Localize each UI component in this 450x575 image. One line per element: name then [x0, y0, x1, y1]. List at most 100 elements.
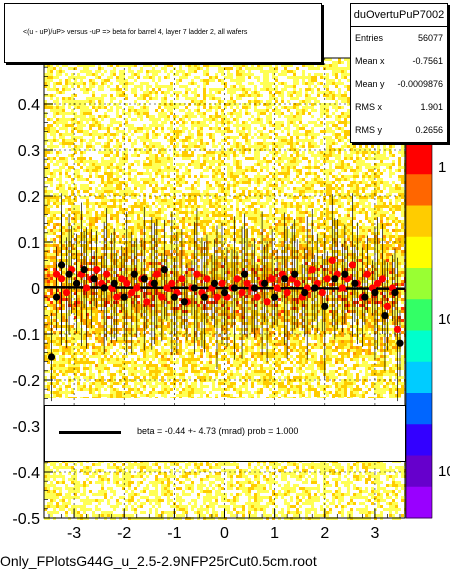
- histogram-cell: [161, 190, 164, 193]
- histogram-cell: [44, 172, 47, 175]
- histogram-cell: [98, 97, 101, 100]
- histogram-cell: [371, 184, 374, 187]
- histogram-cell: [284, 178, 287, 181]
- histogram-cell: [233, 187, 236, 190]
- histogram-cell: [227, 169, 230, 172]
- histogram-cell: [296, 214, 299, 217]
- histogram-cell: [326, 85, 329, 88]
- histogram-cell: [50, 97, 53, 100]
- histogram-cell: [302, 151, 305, 154]
- histogram-cell: [293, 124, 296, 127]
- histogram-cell: [152, 124, 155, 127]
- histogram-cell: [281, 169, 284, 172]
- histogram-cell: [233, 196, 236, 199]
- histogram-cell: [323, 184, 326, 187]
- histogram-cell: [149, 208, 152, 211]
- histogram-cell: [290, 76, 293, 79]
- histogram-cell: [89, 193, 92, 196]
- histogram-cell: [50, 106, 53, 109]
- histogram-cell: [71, 103, 74, 106]
- histogram-cell: [296, 133, 299, 136]
- histogram-cell: [230, 103, 233, 106]
- histogram-cell: [335, 103, 338, 106]
- histogram-cell: [329, 79, 332, 82]
- histogram-cell: [353, 214, 356, 217]
- histogram-cell: [314, 250, 317, 253]
- histogram-cell: [98, 151, 101, 154]
- histogram-cell: [260, 190, 263, 193]
- histogram-cell: [242, 73, 245, 76]
- histogram-cell: [110, 172, 113, 175]
- histogram-cell: [362, 229, 365, 232]
- histogram-cell: [308, 130, 311, 133]
- histogram-cell: [152, 187, 155, 190]
- histogram-cell: [272, 142, 275, 145]
- histogram-cell: [188, 193, 191, 196]
- histogram-cell: [182, 109, 185, 112]
- histogram-cell: [86, 64, 89, 67]
- histogram-cell: [158, 166, 161, 169]
- histogram-cell: [89, 112, 92, 115]
- histogram-cell: [104, 211, 107, 214]
- histogram-cell: [311, 64, 314, 67]
- histogram-cell: [314, 193, 317, 196]
- histogram-cell: [254, 67, 257, 70]
- histogram-cell: [134, 139, 137, 142]
- histogram-cell: [149, 142, 152, 145]
- histogram-cell: [227, 181, 230, 184]
- histogram-cell: [224, 121, 227, 124]
- histogram-cell: [224, 250, 227, 253]
- histogram-cell: [242, 79, 245, 82]
- histogram-cell: [350, 154, 353, 157]
- histogram-cell: [59, 142, 62, 145]
- histogram-cell: [359, 244, 362, 247]
- histogram-cell: [188, 133, 191, 136]
- histogram-cell: [296, 76, 299, 79]
- histogram-cell: [218, 226, 221, 229]
- histogram-cell: [320, 121, 323, 124]
- histogram-cell: [116, 130, 119, 133]
- histogram-cell: [50, 184, 53, 187]
- histogram-cell: [146, 70, 149, 73]
- histogram-cell: [161, 208, 164, 211]
- histogram-cell: [158, 112, 161, 115]
- histogram-cell: [131, 211, 134, 214]
- histogram-cell: [338, 67, 341, 70]
- histogram-cell: [242, 133, 245, 136]
- histogram-cell: [173, 250, 176, 253]
- histogram-cell: [353, 148, 356, 151]
- histogram-cell: [224, 208, 227, 211]
- histogram-cell: [89, 250, 92, 253]
- histogram-cell: [188, 103, 191, 106]
- histogram-cell: [263, 76, 266, 79]
- histogram-cell: [197, 184, 200, 187]
- histogram-cell: [350, 217, 353, 220]
- histogram-cell: [245, 103, 248, 106]
- histogram-cell: [350, 232, 353, 235]
- histogram-cell: [191, 133, 194, 136]
- histogram-cell: [179, 118, 182, 121]
- histogram-cell: [131, 190, 134, 193]
- histogram-cell: [290, 142, 293, 145]
- histogram-cell: [293, 106, 296, 109]
- histogram-cell: [347, 79, 350, 82]
- histogram-cell: [227, 103, 230, 106]
- histogram-cell: [119, 181, 122, 184]
- histogram-cell: [254, 223, 257, 226]
- histogram-cell: [230, 88, 233, 91]
- histogram-cell: [383, 250, 386, 253]
- histogram-cell: [365, 217, 368, 220]
- histogram-cell: [122, 250, 125, 253]
- histogram-cell: [317, 64, 320, 67]
- histogram-cell: [176, 181, 179, 184]
- histogram-cell: [44, 169, 47, 172]
- histogram-cell: [143, 136, 146, 139]
- histogram-cell: [347, 211, 350, 214]
- histogram-cell: [95, 133, 98, 136]
- histogram-cell: [179, 229, 182, 232]
- histogram-cell: [260, 193, 263, 196]
- histogram-cell: [152, 73, 155, 76]
- histogram-cell: [215, 130, 218, 133]
- histogram-cell: [110, 229, 113, 232]
- histogram-cell: [44, 235, 47, 238]
